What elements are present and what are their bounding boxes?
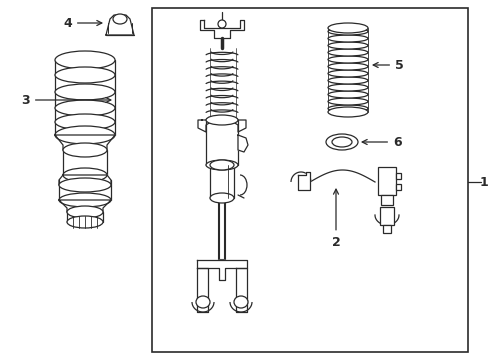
Ellipse shape [331,137,351,147]
Ellipse shape [63,143,107,157]
Polygon shape [55,135,115,150]
Ellipse shape [55,126,115,144]
Ellipse shape [59,178,111,192]
Polygon shape [297,172,309,190]
Ellipse shape [325,134,357,150]
Text: 6: 6 [362,135,401,149]
Ellipse shape [327,56,367,63]
Ellipse shape [327,49,367,56]
Bar [152,8,467,352]
Text: 4: 4 [63,17,102,30]
Ellipse shape [55,67,115,83]
Text: 1: 1 [479,176,488,189]
Ellipse shape [205,160,238,170]
Bar [379,207,393,225]
Ellipse shape [67,216,103,228]
Text: 2: 2 [331,189,340,248]
Polygon shape [238,135,247,152]
Ellipse shape [327,98,367,105]
Polygon shape [59,175,111,185]
Ellipse shape [67,206,103,218]
Bar [395,184,400,190]
Ellipse shape [55,114,115,130]
Ellipse shape [234,296,247,308]
Ellipse shape [55,51,115,69]
Ellipse shape [327,28,367,35]
Bar [209,165,234,198]
Polygon shape [236,268,246,312]
Ellipse shape [327,35,367,42]
Polygon shape [198,120,214,132]
Ellipse shape [327,84,367,91]
Ellipse shape [327,70,367,77]
Ellipse shape [205,115,238,125]
Polygon shape [197,268,207,312]
Ellipse shape [196,296,209,308]
Ellipse shape [327,77,367,84]
Polygon shape [59,200,111,212]
Ellipse shape [55,84,115,100]
Bar [382,225,390,233]
Ellipse shape [327,105,367,112]
Bar [377,167,395,195]
Ellipse shape [209,193,234,203]
Ellipse shape [218,20,225,28]
Ellipse shape [113,14,127,24]
Polygon shape [200,20,244,38]
Ellipse shape [327,91,367,98]
Ellipse shape [327,42,367,49]
Text: 5: 5 [372,59,403,72]
Ellipse shape [327,23,367,33]
Ellipse shape [63,168,107,182]
Ellipse shape [327,107,367,117]
Text: 3: 3 [21,94,111,107]
Ellipse shape [209,160,234,170]
Ellipse shape [59,193,111,207]
Polygon shape [197,260,246,280]
Bar [395,173,400,179]
Bar [380,195,392,205]
Ellipse shape [55,100,115,116]
Polygon shape [106,15,134,35]
Ellipse shape [327,63,367,70]
Polygon shape [229,120,245,132]
